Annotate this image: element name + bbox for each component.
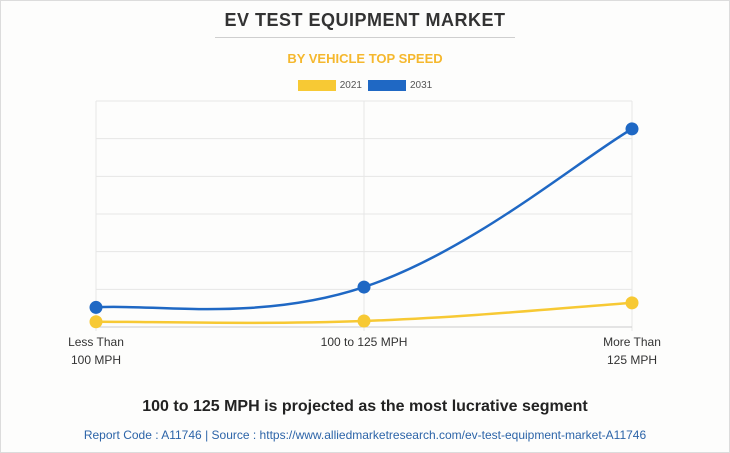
footer-separator: | — [205, 428, 209, 442]
legend-item-2021[interactable]: 2021 — [297, 80, 362, 91]
x-tick-label: 100 to 125 MPH — [321, 335, 408, 349]
x-tick-label: More Than — [603, 335, 661, 349]
chart-legend: 2021 2031 — [0, 80, 730, 91]
report-code: Report Code : A11746 — [83, 428, 202, 442]
data-point-2031 — [625, 122, 639, 136]
legend-label-2021: 2021 — [339, 80, 362, 91]
data-point-2021 — [89, 315, 103, 329]
legend-swatch-2031 — [368, 80, 406, 91]
chart-subtitle: BY VEHICLE TOP SPEED — [287, 51, 443, 66]
chart-footer: Report Code : A11746 | Source : https://… — [0, 428, 730, 442]
data-point-2021 — [357, 314, 371, 328]
x-tick-label: Less Than — [68, 335, 124, 349]
legend-item-2031[interactable]: 2031 — [368, 80, 432, 91]
chart-headline: 100 to 125 MPH is projected as the most … — [142, 398, 588, 415]
source-link[interactable]: Source : https://www.alliedmarketresearc… — [211, 428, 647, 442]
data-point-2021 — [625, 296, 639, 310]
chart-title: EV TEST EQUIPMENT MARKET — [224, 10, 506, 30]
legend-swatch-2021 — [297, 80, 336, 91]
title-divider — [215, 37, 515, 38]
x-tick-label: 125 MPH — [607, 353, 657, 367]
data-point-2031 — [357, 280, 371, 294]
x-tick-label: 100 MPH — [71, 353, 121, 367]
legend-label-2031: 2031 — [410, 80, 433, 91]
data-point-2031 — [89, 300, 103, 314]
